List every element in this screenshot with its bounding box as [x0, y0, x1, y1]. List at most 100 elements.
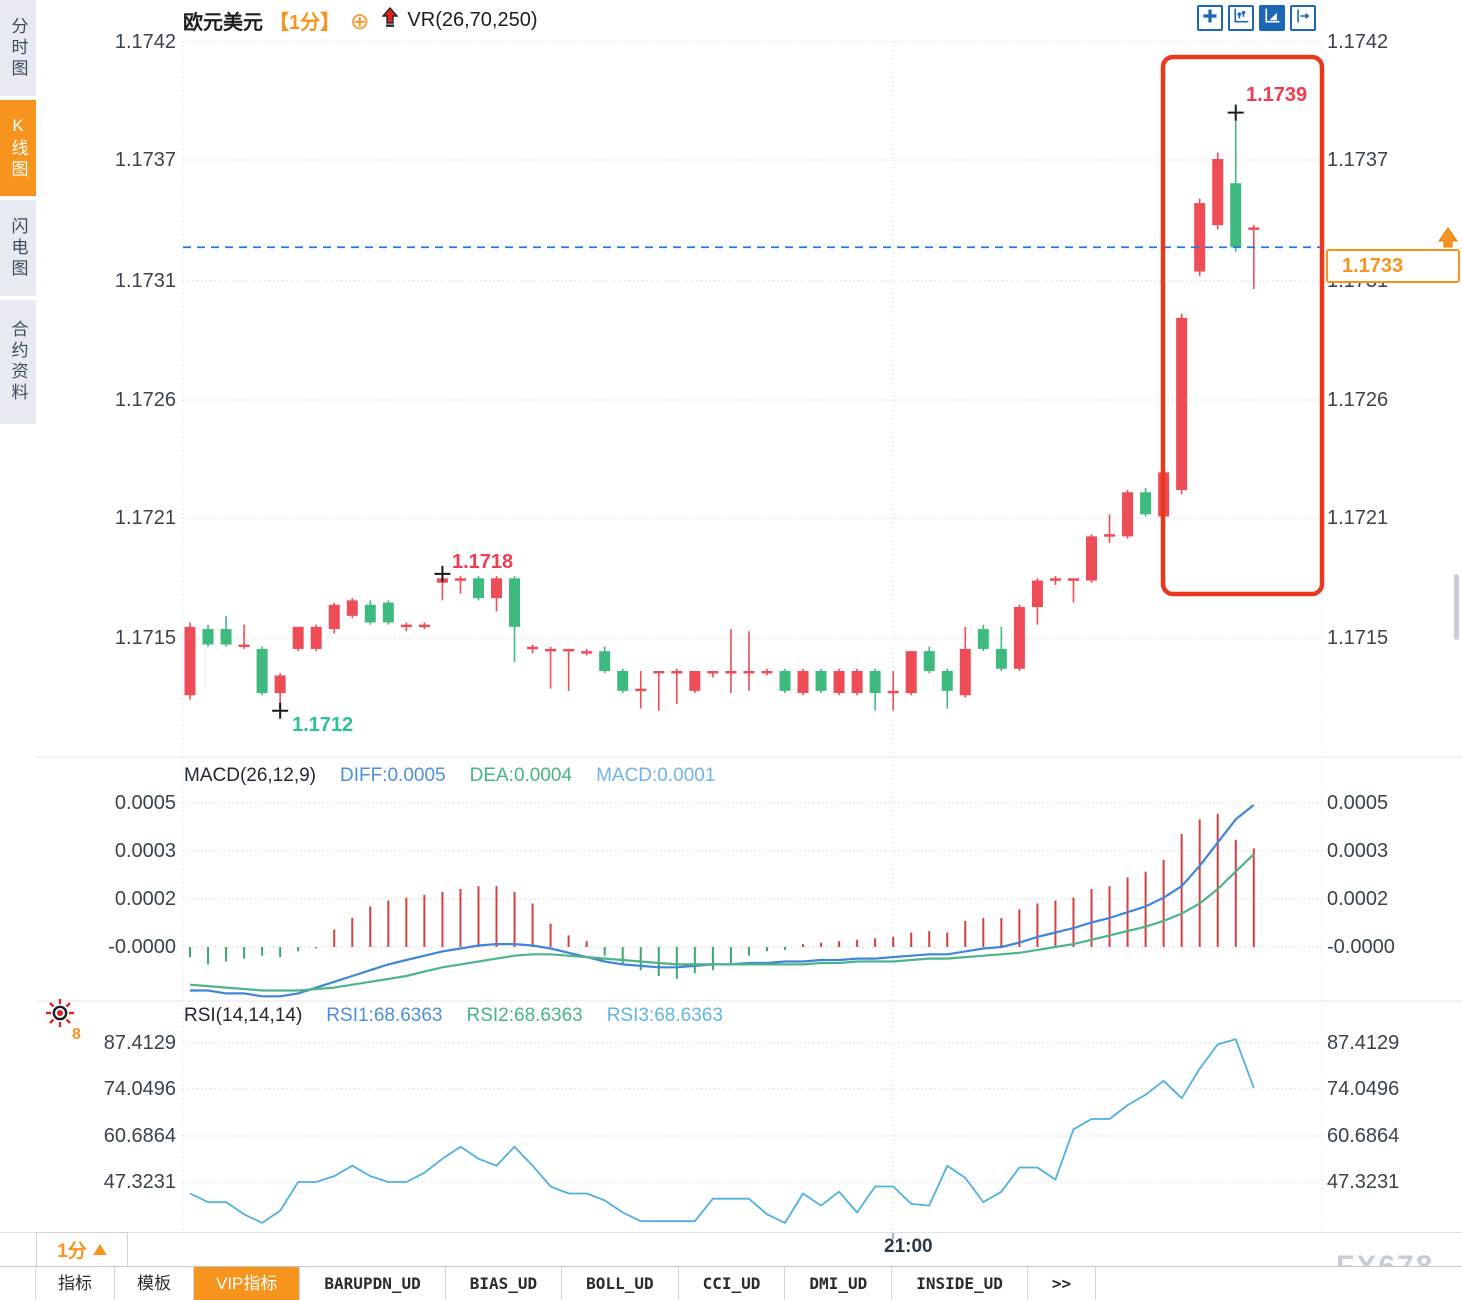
sidebar-item-1[interactable]: K线图 [0, 100, 36, 196]
indicator-tab-4[interactable]: BIAS_UD [446, 1267, 563, 1300]
candle-body [599, 651, 611, 671]
indicator-tab-7[interactable]: DMI_UD [785, 1267, 893, 1300]
axis-tick-label: 0.0005 [114, 792, 176, 814]
indicator-tab-8[interactable]: INSIDE_UD [892, 1267, 1028, 1300]
candle-body [941, 670, 953, 691]
candle-body [184, 626, 196, 696]
axis-tick-label: 0.0003 [114, 840, 176, 862]
candle-body [635, 688, 647, 692]
axis-tick-label: 60.6864 [103, 1125, 176, 1147]
sidebar-item-2[interactable]: 闪电图 [0, 200, 36, 296]
scale-tool-button[interactable] [1228, 5, 1254, 31]
axis-tick-label: 47.3231 [1327, 1171, 1400, 1193]
axis-tick-label: -0.0000 [1327, 936, 1395, 958]
candle-body [220, 629, 232, 645]
candle-body [743, 670, 755, 674]
axis-tick-label: 47.3231 [103, 1171, 176, 1193]
period-tag[interactable]: 【1分】 [269, 12, 341, 34]
candle-body [815, 670, 827, 691]
candle-body [617, 670, 629, 691]
candle-body [653, 670, 665, 674]
candle-body [995, 648, 1007, 669]
axis-tick-label: 1.1721 [1327, 507, 1389, 529]
indicator-alert-sun-icon[interactable] [44, 997, 76, 1034]
indicator-tab-9[interactable]: >> [1028, 1267, 1097, 1300]
candle-body [887, 690, 899, 694]
candle-body [869, 670, 881, 694]
candle-body [1013, 606, 1025, 669]
candle-body [905, 651, 917, 694]
period-selector[interactable]: 1分 [36, 1232, 128, 1267]
candle-body [346, 600, 358, 616]
candle-body [400, 624, 412, 628]
candle-body [202, 629, 214, 645]
current-price-box[interactable]: 1.1733 [1326, 249, 1460, 283]
pan-tool-button[interactable] [1197, 5, 1223, 31]
pointer-tool-button[interactable] [1259, 5, 1285, 31]
axis-tick-label: 1.1715 [114, 627, 176, 649]
candle-body [418, 624, 430, 628]
rsi-name-label[interactable]: RSI(14,14,14) [184, 1005, 303, 1026]
time-axis-label: 21:00 [884, 1236, 933, 1257]
rsi2-value: RSI2:68.6363 [466, 1005, 583, 1026]
indicator-tab-6[interactable]: CCI_UD [679, 1267, 786, 1300]
chart-toolbar [1197, 5, 1316, 31]
overlay-indicator-label[interactable]: VR(26,70,250) [407, 9, 538, 31]
footer-corner-cell [0, 1266, 36, 1300]
candle-body [1031, 580, 1043, 607]
candle-body [851, 670, 863, 694]
axis-tick-label: 1.1721 [114, 507, 176, 529]
axis-tick-label: 1.1737 [114, 149, 176, 171]
price-arrow-marker [1438, 227, 1458, 248]
sidebar-item-0[interactable]: 分时图 [0, 0, 36, 96]
indicator-tab-0[interactable]: 指标 [36, 1267, 115, 1300]
axis-tick-label: 1.1742 [114, 31, 176, 53]
indicator-tab-bar: 指标 模板 VIP指标 BARUPDN_UD BIAS_UD BOLL_UD CCI_UD D… [36, 1266, 1462, 1300]
candle-body [689, 670, 701, 691]
jump-latest-icon [1294, 7, 1312, 30]
candle-body [472, 578, 484, 599]
rsi-line [189, 1038, 1255, 1224]
axis-tick-label: 1.1715 [1327, 627, 1389, 649]
indicator-tab-1[interactable]: 模板 [115, 1267, 194, 1300]
pointer-scale-icon [1263, 7, 1281, 30]
indicator-tab-2[interactable]: VIP指标 [194, 1267, 301, 1300]
period-selector-label: 1分 [57, 1241, 87, 1262]
candle-body [382, 602, 394, 623]
candle-body [779, 670, 791, 691]
macd-diff-line [190, 804, 1255, 998]
axis-tick-label: 74.0496 [1327, 1078, 1400, 1100]
scrollbar-thumb [1454, 574, 1459, 640]
candle-body [491, 578, 503, 599]
candle-body [328, 604, 340, 630]
axis-tick-label: -0.0000 [108, 936, 176, 958]
swing-low-label: 1.1712 [292, 714, 354, 736]
candle-body [1049, 578, 1061, 581]
macd-diff-value: DIFF:0.0005 [340, 765, 446, 786]
rsi-header: RSI(14,14,14) RSI1:68.6363 RSI2:68.6363 … [184, 1005, 723, 1027]
candle-body [1122, 492, 1134, 537]
candle-body [1194, 203, 1206, 272]
candle-body [563, 648, 575, 652]
candle-body [707, 670, 719, 674]
axis-tick-label: 1.1742 [1327, 31, 1389, 53]
candle-body [509, 578, 521, 627]
macd-name-label[interactable]: MACD(26,12,9) [184, 765, 316, 786]
candle-body [1176, 317, 1188, 491]
sidebar-item-3[interactable]: 合约资料 [0, 300, 36, 424]
axis-tick-label: 0.0002 [1327, 888, 1389, 910]
candle-body [1086, 536, 1097, 581]
axis-tick-label: 87.4129 [103, 1032, 176, 1054]
indicator-tab-5[interactable]: BOLL_UD [562, 1267, 679, 1300]
chart-header: 欧元美元 【1分】 ⊕ VR(26,70,250) [183, 6, 537, 35]
candle-body [797, 670, 809, 694]
jump-latest-button[interactable] [1290, 5, 1316, 31]
indicator-tab-3[interactable]: BARUPDN_UD [300, 1267, 446, 1300]
candle-body [310, 626, 322, 649]
candle-body [833, 670, 845, 694]
crosshair-target-icon[interactable]: ⊕ [350, 7, 370, 34]
candle-body [1140, 492, 1152, 515]
rsi3-value: RSI3:68.6363 [606, 1005, 723, 1026]
highlight-box [1160, 54, 1325, 597]
